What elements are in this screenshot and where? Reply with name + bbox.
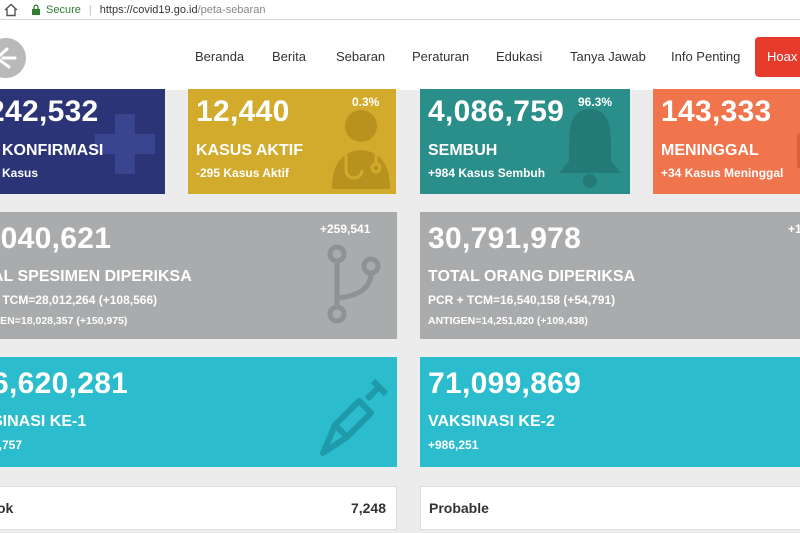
spesimen-delta: +259,541 [320,222,371,236]
card-vaksinasi-1: 6,620,281 SINASI KE-1 7,757 [0,357,397,467]
konfirmasi-value: 242,532 [0,95,99,128]
nav-item-berita[interactable]: Berita [272,49,306,64]
url-path: /peta-sebaran [197,3,266,16]
site-header: Beranda Berita Sebaran Peraturan Edukasi… [0,20,800,90]
meninggal-label: MENINGGAL [661,142,759,159]
kasus-aktif-percent: 0.3% [352,95,380,109]
kasus-aktif-label: KASUS AKTIF [196,142,303,159]
nav-item-sebaran[interactable]: Sebaran [336,49,386,64]
card-total-orang: 30,791,978 +1 TOTAL ORANG DIPERIKSA PCR … [420,212,800,339]
orang-value: 30,791,978 [428,222,582,255]
card-probable-left: ok 7,248 [0,486,397,530]
probable-left-label: ok [0,500,14,516]
spesimen-value: ,040,621 [0,222,112,255]
vaksinasi-1-label: SINASI KE-1 [0,413,87,430]
orang-delta: +1 [788,222,800,236]
sembuh-value: 4,086,759 [428,95,565,128]
spesimen-label: AL SPESIMEN DIPERIKSA [0,268,192,285]
plus-icon [95,114,155,174]
card-total-spesimen: ,040,621 +259,541 AL SPESIMEN DIPERIKSA … [0,212,397,339]
main-nav: Beranda Berita Sebaran Peraturan Edukasi… [0,20,800,90]
secure-label: Secure [46,3,81,16]
nav-item-tanya-jawab[interactable]: Tanya Jawab [570,49,646,64]
spesimen-pcr: + TCM=28,012,264 (+108,566) [0,293,158,307]
card-vaksinasi-2: 71,099,869 VAKSINASI KE-2 +986,251 [420,357,800,467]
card-kasus-aktif: 12,440 0.3% KASUS AKTIF -295 Kasus Aktif [188,89,396,194]
kasus-aktif-value: 12,440 [196,95,290,128]
card-meninggal: 143,333 MENINGGAL +34 Kasus Meninggal [653,89,800,194]
nav-item-peraturan[interactable]: Peraturan [412,49,470,64]
meninggal-value: 143,333 [661,95,772,128]
doctor-icon [332,110,390,189]
meninggal-sub: +34 Kasus Meninggal [661,166,784,180]
lock-icon [30,4,42,16]
vaksinasi-1-sub: 7,757 [0,438,23,452]
vaksinasi-1-value: 6,620,281 [0,367,129,400]
nav-item-beranda[interactable]: Beranda [195,49,245,64]
card-konfirmasi: 242,532 KONFIRMASI Kasus [0,89,165,194]
vaksinasi-2-sub: +986,251 [428,438,479,452]
kasus-aktif-sub: -295 Kasus Aktif [196,166,289,180]
orang-pcr: PCR + TCM=16,540,158 (+54,791) [428,293,616,307]
hoax-button[interactable]: Hoax B [755,37,800,77]
vaksinasi-2-label: VAKSINASI KE-2 [428,413,555,430]
orang-label: TOTAL ORANG DIPERIKSA [428,268,636,285]
spesimen-antigen: GEN=18,028,357 (+150,975) [0,315,128,327]
nav-item-edukasi[interactable]: Edukasi [496,49,543,64]
konfirmasi-label: KONFIRMASI [2,142,104,159]
site-logo[interactable] [0,38,26,78]
url-host: https://covid19.go.id [99,3,198,16]
konfirmasi-sub: Kasus [2,166,39,180]
card-sembuh: 4,086,759 96.3% SEMBUH +984 Kasus Sembuh [420,89,630,194]
branch-icon [327,244,381,324]
probable-right-label: Probable [429,500,489,516]
url-field[interactable]: https://covid19.go.id/peta-sebaran [100,4,266,16]
orang-antigen: ANTIGEN=14,251,820 (+109,438) [428,315,588,327]
bell-icon [559,109,621,188]
sembuh-percent: 96.3% [578,95,613,109]
browser-address-bar: Secure | https://covid19.go.id/peta-seba… [0,0,800,20]
meninggal-icon [797,133,800,169]
syringe-icon [320,378,389,456]
vaksinasi-2-value: 71,099,869 [428,367,582,400]
probable-left-value: 7,248 [350,500,386,516]
sembuh-sub: +984 Kasus Sembuh [428,166,546,180]
sembuh-label: SEMBUH [428,142,498,159]
nav-item-info-penting[interactable]: Info Penting [671,49,741,64]
home-icon[interactable] [2,1,20,19]
url-separator: | [88,3,92,16]
card-probable-right: Probable [420,486,800,530]
